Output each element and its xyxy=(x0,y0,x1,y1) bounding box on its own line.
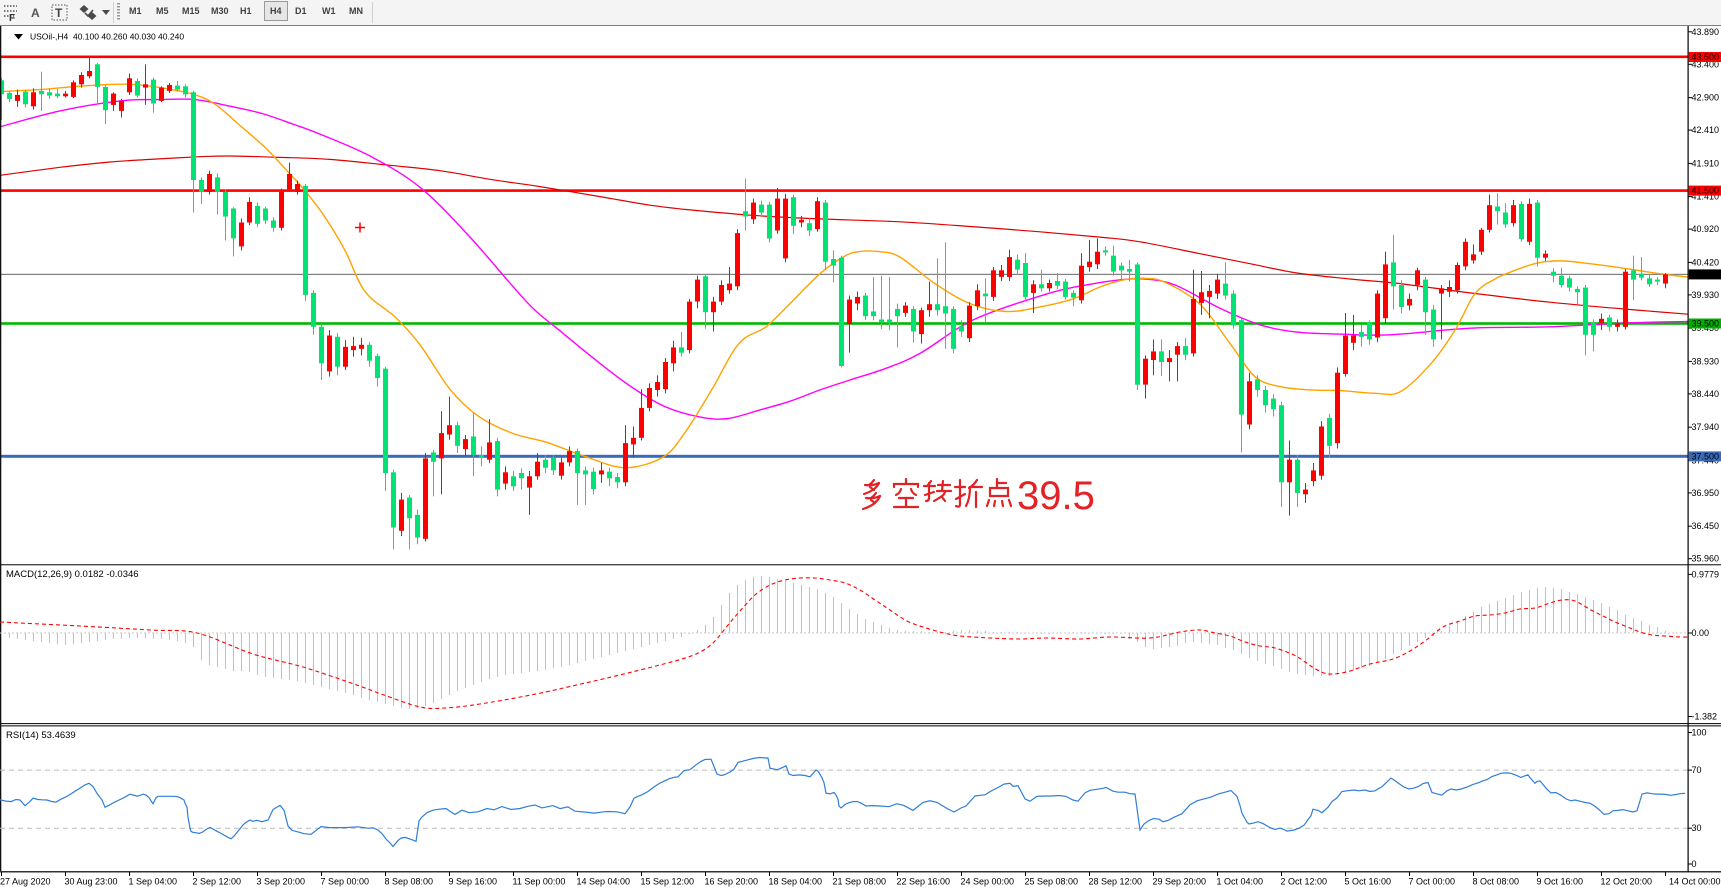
svg-text:-1.382: -1.382 xyxy=(1692,712,1718,722)
svg-text:8 Sep 08:00: 8 Sep 08:00 xyxy=(385,877,434,887)
svg-text:70: 70 xyxy=(1692,765,1702,775)
svg-text:39.930: 39.930 xyxy=(1692,290,1720,300)
svg-text:MACD(12,26,9) 0.0182 -0.0346: MACD(12,26,9) 0.0182 -0.0346 xyxy=(6,569,139,580)
svg-text:0.9779: 0.9779 xyxy=(1692,569,1720,579)
svg-text:36.950: 36.950 xyxy=(1692,488,1720,498)
svg-text:41.500: 41.500 xyxy=(1692,186,1720,196)
svg-text:3 Sep 20:00: 3 Sep 20:00 xyxy=(257,877,306,887)
svg-text:28 Sep 12:00: 28 Sep 12:00 xyxy=(1089,877,1143,887)
svg-text:0.00: 0.00 xyxy=(1692,628,1710,638)
svg-text:38.930: 38.930 xyxy=(1692,356,1720,366)
svg-text:7 Oct 00:00: 7 Oct 00:00 xyxy=(1409,877,1456,887)
svg-text:37.500: 37.500 xyxy=(1692,451,1720,461)
svg-text:37.940: 37.940 xyxy=(1692,422,1720,432)
svg-text:35.960: 35.960 xyxy=(1692,554,1720,564)
svg-text:18 Sep 04:00: 18 Sep 04:00 xyxy=(769,877,823,887)
svg-text:0: 0 xyxy=(1692,859,1697,869)
svg-text:15 Sep 12:00: 15 Sep 12:00 xyxy=(641,877,695,887)
svg-text:40.420: 40.420 xyxy=(1692,257,1720,267)
svg-text:100: 100 xyxy=(1692,728,1707,738)
svg-text:25 Sep 08:00: 25 Sep 08:00 xyxy=(1025,877,1079,887)
svg-text:22 Sep 16:00: 22 Sep 16:00 xyxy=(897,877,951,887)
svg-text:41.910: 41.910 xyxy=(1692,158,1720,168)
svg-text:F: F xyxy=(9,13,15,24)
svg-text:30 Aug 23:00: 30 Aug 23:00 xyxy=(65,877,118,887)
svg-text:30: 30 xyxy=(1692,823,1702,833)
svg-text:14 Sep 04:00: 14 Sep 04:00 xyxy=(577,877,631,887)
svg-text:8 Oct 08:00: 8 Oct 08:00 xyxy=(1473,877,1520,887)
svg-text:42.410: 42.410 xyxy=(1692,125,1720,135)
svg-text:43.400: 43.400 xyxy=(1692,59,1720,69)
svg-text:2 Oct 12:00: 2 Oct 12:00 xyxy=(1281,877,1328,887)
svg-text:2 Sep 12:00: 2 Sep 12:00 xyxy=(193,877,242,887)
svg-text:9 Sep 16:00: 9 Sep 16:00 xyxy=(449,877,498,887)
svg-text:43.890: 43.890 xyxy=(1692,27,1720,37)
svg-text:41.410: 41.410 xyxy=(1692,192,1720,202)
svg-text:40.920: 40.920 xyxy=(1692,224,1720,234)
svg-text:11 Sep 00:00: 11 Sep 00:00 xyxy=(513,877,566,887)
svg-text:40.240: 40.240 xyxy=(1692,269,1720,279)
svg-text:39.5: 39.5 xyxy=(1017,474,1095,518)
svg-text:42.900: 42.900 xyxy=(1692,93,1720,103)
svg-text:5 Oct 16:00: 5 Oct 16:00 xyxy=(1345,877,1392,887)
svg-text:9 Oct 16:00: 9 Oct 16:00 xyxy=(1537,877,1584,887)
svg-text:21 Sep 08:00: 21 Sep 08:00 xyxy=(833,877,887,887)
svg-text:1 Oct 04:00: 1 Oct 04:00 xyxy=(1217,877,1264,887)
svg-text:24 Sep 00:00: 24 Sep 00:00 xyxy=(961,877,1015,887)
svg-text:16 Sep 20:00: 16 Sep 20:00 xyxy=(705,877,759,887)
svg-text:38.440: 38.440 xyxy=(1692,389,1720,399)
svg-text:29 Sep 20:00: 29 Sep 20:00 xyxy=(1153,877,1207,887)
svg-text:A: A xyxy=(31,6,40,20)
svg-text:27 Aug 2020: 27 Aug 2020 xyxy=(0,877,51,887)
svg-text:7 Sep 00:00: 7 Sep 00:00 xyxy=(321,877,370,887)
svg-text:12 Oct 20:00: 12 Oct 20:00 xyxy=(1601,877,1653,887)
svg-text:36.450: 36.450 xyxy=(1692,521,1720,531)
svg-text:14 Oct 00:00: 14 Oct 00:00 xyxy=(1669,877,1721,887)
svg-text:RSI(14) 53.4639: RSI(14) 53.4639 xyxy=(6,730,76,741)
svg-text:USOil-,H4 40.100 40.260 40.03: USOil-,H4 40.100 40.260 40.030 40.240 xyxy=(30,32,184,42)
svg-text:1 Sep 04:00: 1 Sep 04:00 xyxy=(129,877,178,887)
svg-text:39.500: 39.500 xyxy=(1692,319,1720,329)
svg-text:T: T xyxy=(55,6,63,20)
svg-text:43.500: 43.500 xyxy=(1692,52,1720,62)
